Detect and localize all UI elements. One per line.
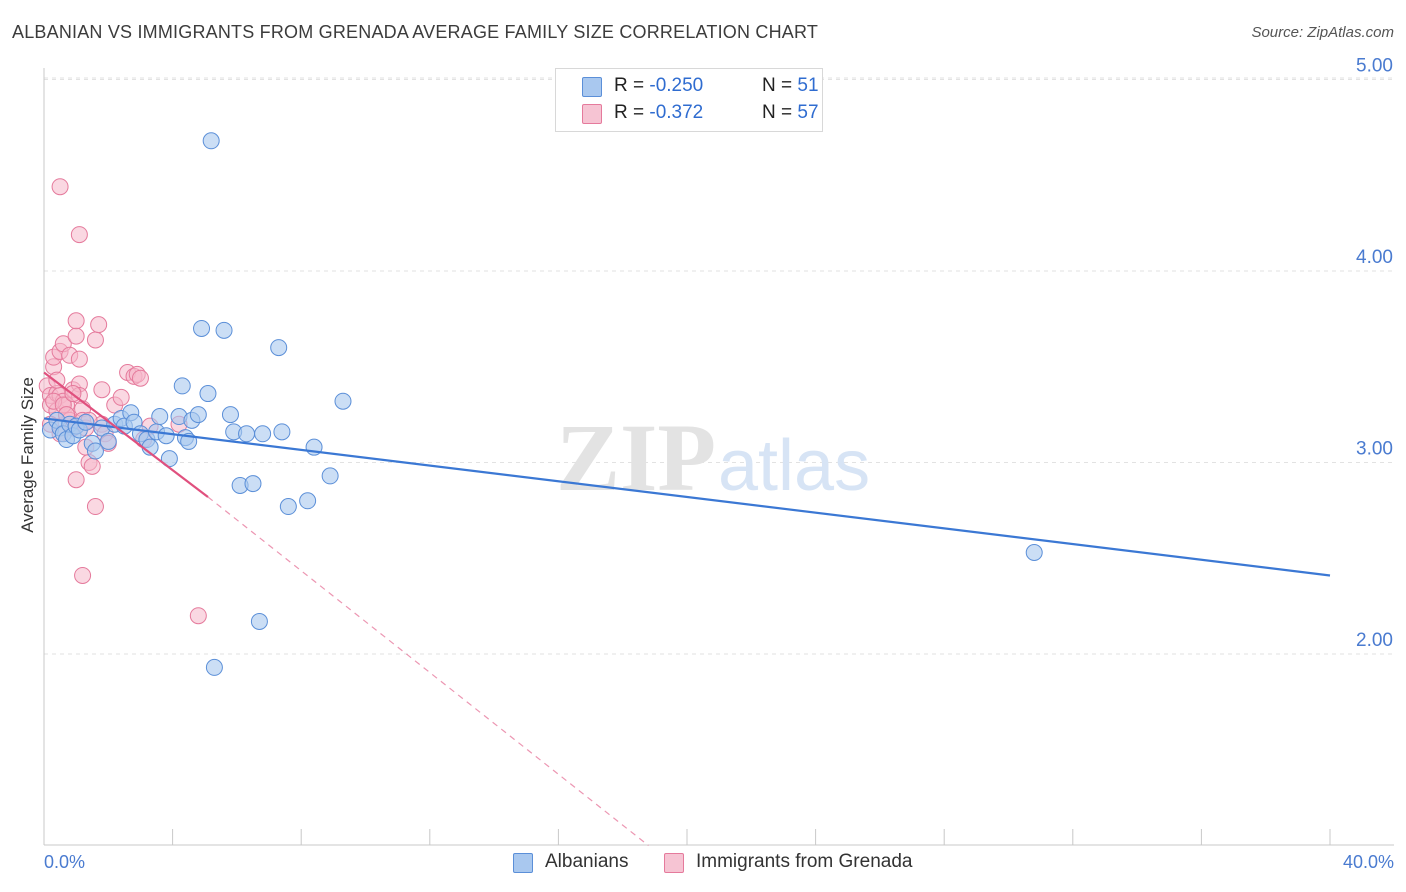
correlation-legend: R = -0.250 N = 51 R = -0.372 N = 57 xyxy=(555,68,823,132)
r-value: -0.372 xyxy=(649,102,704,123)
grenada-point xyxy=(189,607,207,625)
y-tick-label: 5.00 xyxy=(1356,56,1393,77)
x-tick-min: 0.0% xyxy=(44,852,86,872)
n-value: 57 xyxy=(797,102,819,123)
grenada-point xyxy=(51,178,69,196)
albanian-point xyxy=(151,408,169,426)
albanian-point xyxy=(205,658,223,676)
albanian-point xyxy=(1025,544,1043,562)
grenada-point xyxy=(83,457,101,475)
n-value: 51 xyxy=(797,75,819,96)
chart-title: ALBANIAN VS IMMIGRANTS FROM GRENADA AVER… xyxy=(12,22,819,42)
albanian-point xyxy=(86,442,104,460)
albanian-point xyxy=(270,339,288,357)
albanian-point xyxy=(273,423,291,441)
grenada-point xyxy=(93,381,111,399)
grenada-point xyxy=(90,316,108,334)
watermark-zip: ZIP xyxy=(556,404,716,511)
grenada-point xyxy=(86,498,104,516)
y-tick-label: 4.00 xyxy=(1356,247,1393,268)
albanians-swatch xyxy=(582,77,602,97)
albanian-point xyxy=(250,612,268,630)
y-tick-label: 2.00 xyxy=(1356,630,1393,651)
albanian-point xyxy=(215,321,233,339)
y-tick-label: 3.00 xyxy=(1356,439,1393,460)
albanian-point xyxy=(279,498,297,516)
grenada-point xyxy=(67,471,85,489)
albanian-point xyxy=(202,132,220,150)
albanian-point xyxy=(221,406,239,424)
albanian-point xyxy=(193,319,211,337)
grenada-point xyxy=(86,331,104,349)
r-value: -0.250 xyxy=(649,75,704,96)
grenada-trendline-extension xyxy=(207,496,649,846)
grenada-point xyxy=(67,312,85,330)
grenada-point xyxy=(67,327,85,345)
albanian-point xyxy=(299,492,317,510)
n-label: N = 57 xyxy=(762,102,819,123)
albanian-point xyxy=(199,385,217,403)
albanians-swatch xyxy=(513,853,533,873)
r-label: R = -0.372 xyxy=(614,102,704,123)
albanian-point xyxy=(157,427,175,445)
watermark-atlas: atlas xyxy=(718,426,870,506)
albanians-trendline xyxy=(43,417,1331,577)
grenada-point xyxy=(112,388,130,406)
albanian-point xyxy=(189,406,207,424)
r-label: R = -0.250 xyxy=(614,75,704,96)
albanian-point xyxy=(173,377,191,395)
legend-label: Albanians xyxy=(545,851,629,872)
albanian-point xyxy=(244,475,262,493)
grenada-trendline xyxy=(43,371,209,498)
legend-label: Immigrants from Grenada xyxy=(696,851,913,872)
albanian-point xyxy=(334,392,352,410)
x-tick-max: 40.0% xyxy=(1342,852,1394,872)
albanian-point xyxy=(99,432,117,450)
albanian-point xyxy=(254,425,272,443)
grenada-point xyxy=(70,350,88,368)
grenada-point xyxy=(74,566,92,584)
grenada-swatch xyxy=(664,853,684,873)
n-label: N = 51 xyxy=(762,75,819,96)
grenada-point xyxy=(70,226,88,244)
grenada-swatch xyxy=(582,104,602,124)
albanian-point xyxy=(238,425,256,443)
albanian-point xyxy=(321,467,339,485)
grenada-point xyxy=(131,369,149,387)
source-label: Source: ZipAtlas.com xyxy=(1251,24,1394,41)
